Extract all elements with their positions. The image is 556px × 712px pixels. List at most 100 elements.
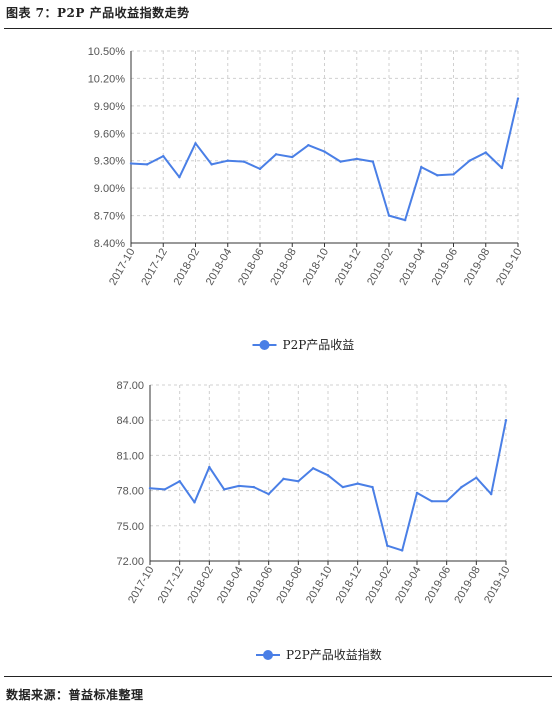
data-point	[452, 173, 455, 176]
y-tick-label: 9.90%	[94, 101, 125, 113]
x-tick-label: 2017-12	[139, 247, 170, 288]
x-tick-label: 2019-08	[462, 247, 493, 288]
data-point	[222, 488, 226, 491]
y-tick-label: 81.00	[116, 450, 144, 462]
x-tick-label: 2018-06	[236, 247, 267, 288]
data-point	[307, 143, 310, 147]
x-tick-label: 2019-04	[393, 565, 424, 606]
data-point	[436, 174, 439, 177]
data-point	[356, 482, 359, 485]
data-point	[163, 488, 167, 491]
data-point	[516, 97, 520, 100]
y-tick-label: 10.50%	[88, 46, 126, 58]
data-point	[252, 485, 256, 489]
data-point	[371, 485, 374, 489]
y-tick-label: 9.60%	[94, 128, 125, 140]
y-tick-label: 8.40%	[94, 238, 125, 250]
data-point	[475, 476, 478, 479]
x-tick-label: 2017-10	[126, 565, 157, 606]
legend-marker	[263, 650, 273, 660]
data-point	[210, 163, 213, 166]
data-point	[237, 484, 241, 488]
data-point	[193, 501, 196, 504]
x-tick-label: 2018-10	[304, 565, 335, 606]
y-tick-label: 72.00	[116, 556, 144, 568]
data-point	[297, 480, 300, 483]
data-point	[355, 157, 358, 161]
x-tick-label: 2019-02	[365, 247, 396, 288]
x-tick-label: 2019-08	[452, 565, 483, 606]
data-point	[500, 166, 504, 170]
data-point	[148, 487, 152, 490]
chart-yield: 8.40% 8.70% 9.00% 9.30% 9.60% 9.90% 10.20% 10.5…	[88, 46, 525, 352]
y-tick-label: 75.00	[116, 521, 144, 533]
x-tick-label: 2018-04	[204, 247, 235, 288]
data-point	[323, 150, 326, 153]
legend-marker	[259, 340, 270, 350]
data-point	[403, 218, 407, 222]
x-tick-label: 2019-10	[482, 565, 513, 606]
data-point	[311, 467, 315, 470]
x-tick-label: 2019-06	[423, 565, 454, 606]
data-point	[468, 159, 471, 162]
x-tick-label: 2018-04	[215, 565, 246, 606]
x-tick-label: 2019-06	[430, 247, 461, 288]
data-point	[194, 142, 197, 145]
data-point	[400, 549, 404, 552]
data-point	[282, 477, 285, 481]
data-point	[484, 151, 487, 154]
x-tick-label: 2018-06	[245, 565, 276, 606]
data-point	[489, 492, 493, 496]
top-rule	[4, 28, 552, 29]
data-point	[242, 160, 246, 163]
data-point	[129, 162, 133, 165]
data-point	[445, 499, 448, 503]
x-tick-label: 2019-02	[363, 565, 394, 606]
data-point	[258, 167, 262, 171]
legend-label: P2P产品收益	[283, 338, 355, 352]
y-tick-label: 9.30%	[94, 156, 125, 168]
x-tick-label: 2017-12	[156, 565, 187, 606]
data-point	[274, 153, 278, 156]
x-tick-label: 2018-02	[185, 565, 216, 606]
y-tick-label: 78.00	[116, 486, 144, 498]
data-point	[178, 175, 181, 179]
x-tick-label: 2018-10	[301, 247, 332, 288]
data-point	[430, 499, 434, 503]
data-point	[162, 154, 165, 158]
x-tick-label: 2018-08	[268, 247, 299, 288]
x-tick-label: 2018-12	[334, 565, 365, 606]
y-tick-label: 10.20%	[88, 73, 126, 85]
data-point	[178, 480, 181, 483]
x-tick-label: 2018-08	[274, 565, 305, 606]
data-point	[145, 163, 149, 166]
data-point	[267, 492, 270, 496]
data-point	[291, 155, 294, 159]
bottom-rule	[4, 676, 552, 677]
data-point	[208, 465, 211, 469]
y-tick-label: 84.00	[116, 415, 144, 427]
y-tick-label: 9.00%	[94, 183, 125, 195]
x-tick-label: 2018-12	[333, 247, 364, 288]
data-point	[420, 165, 423, 169]
data-point	[387, 214, 391, 217]
data-point	[460, 485, 463, 489]
source-note: 数据来源：普益标准整理	[6, 688, 144, 702]
x-tick-label: 2018-02	[172, 247, 203, 288]
data-point	[386, 544, 389, 547]
data-point	[415, 491, 419, 495]
figure-title: 图表 7：P2P 产品收益指数走势	[6, 6, 190, 20]
data-point	[339, 160, 342, 163]
y-tick-label: 87.00	[116, 380, 144, 392]
data-point	[326, 474, 330, 477]
data-point	[226, 159, 229, 162]
data-point	[341, 485, 345, 489]
x-tick-label: 2019-04	[397, 247, 428, 288]
y-tick-label: 8.70%	[94, 211, 125, 223]
x-tick-label: 2017-10	[107, 247, 138, 288]
data-point	[504, 419, 508, 422]
data-point	[371, 160, 375, 163]
x-tick-label: 2019-10	[494, 247, 525, 288]
